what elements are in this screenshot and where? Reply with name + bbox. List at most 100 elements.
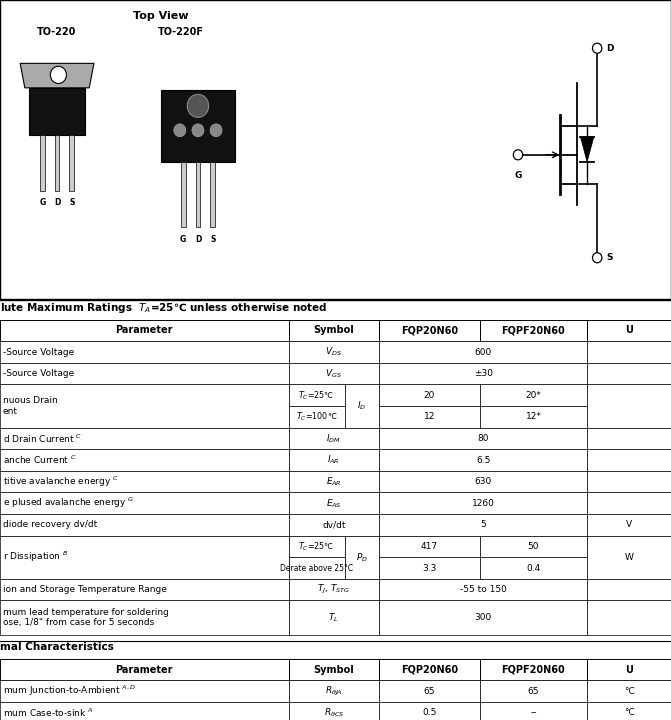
Text: e plused avalanche energy $^G$: e plused avalanche energy $^G$ <box>3 496 134 510</box>
Bar <box>289 557 345 579</box>
Text: G: G <box>515 171 521 179</box>
Text: 50: 50 <box>527 542 539 551</box>
Text: FQP20N60: FQP20N60 <box>401 665 458 675</box>
Text: mum lead temperature for soldering
ose, 1/8" from case for 5 seconds: mum lead temperature for soldering ose, … <box>3 608 168 627</box>
Bar <box>379 702 480 720</box>
Text: $T_J$, $T_{STG}$: $T_J$, $T_{STG}$ <box>317 583 350 596</box>
Bar <box>587 384 671 428</box>
Bar <box>289 363 379 384</box>
Bar <box>0 579 289 600</box>
Bar <box>587 514 671 536</box>
Bar <box>161 90 235 162</box>
Text: TO-220F: TO-220F <box>158 27 204 37</box>
Text: V: V <box>626 521 632 529</box>
Text: 65: 65 <box>527 687 539 696</box>
Text: diode recovery dv/dt: diode recovery dv/dt <box>3 521 97 529</box>
Bar <box>0 514 289 536</box>
Circle shape <box>50 66 66 84</box>
Text: $V_{GS}$: $V_{GS}$ <box>325 367 342 380</box>
Bar <box>587 536 671 579</box>
Bar <box>0 492 289 514</box>
Text: -Source Voltage: -Source Voltage <box>3 348 74 356</box>
Text: S: S <box>606 253 613 262</box>
Bar <box>379 680 480 702</box>
Bar <box>480 659 587 680</box>
Bar <box>289 680 379 702</box>
Bar <box>289 492 379 514</box>
Text: $I_{AR}$: $I_{AR}$ <box>327 454 340 467</box>
Bar <box>587 341 671 363</box>
Bar <box>379 449 587 471</box>
Text: D: D <box>54 198 60 207</box>
Circle shape <box>592 43 602 53</box>
Bar <box>289 659 379 680</box>
Text: $I_D$: $I_D$ <box>357 400 366 413</box>
Bar <box>0 320 289 341</box>
Bar <box>0 449 289 471</box>
Circle shape <box>592 253 602 263</box>
Text: D: D <box>606 44 613 53</box>
Bar <box>480 536 587 557</box>
Text: titive avalanche energy $^C$: titive avalanche energy $^C$ <box>3 474 119 489</box>
Text: D: D <box>195 235 201 245</box>
Text: S: S <box>210 235 215 245</box>
Text: Symbol: Symbol <box>313 325 354 336</box>
Bar <box>379 600 587 635</box>
Bar <box>379 557 480 579</box>
Bar <box>29 88 85 135</box>
Text: S: S <box>69 198 74 207</box>
Text: ion and Storage Temperature Range: ion and Storage Temperature Range <box>3 585 166 594</box>
Bar <box>587 680 671 702</box>
Text: Parameter: Parameter <box>115 325 173 336</box>
Bar <box>587 320 671 341</box>
Bar <box>587 600 671 635</box>
Circle shape <box>513 150 523 160</box>
Bar <box>40 135 44 191</box>
Polygon shape <box>20 63 94 88</box>
Text: $R_{\theta CS}$: $R_{\theta CS}$ <box>323 706 344 719</box>
Text: Symbol: Symbol <box>313 665 354 675</box>
Bar <box>379 363 587 384</box>
Bar <box>211 162 215 227</box>
Bar <box>0 536 289 579</box>
Bar <box>379 341 587 363</box>
Polygon shape <box>580 137 594 162</box>
Text: mum Junction-to-Ambient $^{A,D}$: mum Junction-to-Ambient $^{A,D}$ <box>3 684 136 698</box>
Text: U: U <box>625 665 633 675</box>
Text: 3.3: 3.3 <box>422 564 437 572</box>
Bar <box>587 363 671 384</box>
Circle shape <box>192 124 204 137</box>
Text: °C: °C <box>623 687 635 696</box>
Bar <box>480 680 587 702</box>
Bar <box>587 471 671 492</box>
Bar <box>587 659 671 680</box>
Text: $T_C$=25℃: $T_C$=25℃ <box>299 389 335 402</box>
Bar <box>587 492 671 514</box>
Bar <box>289 579 379 600</box>
Text: FQPF20N60: FQPF20N60 <box>501 665 566 675</box>
Text: $T_C$=25℃: $T_C$=25℃ <box>299 540 335 553</box>
Bar <box>289 471 379 492</box>
Bar <box>289 600 379 635</box>
Bar <box>0 702 289 720</box>
Bar <box>289 428 379 449</box>
Bar <box>587 428 671 449</box>
Bar <box>379 492 587 514</box>
Text: 80: 80 <box>477 434 489 443</box>
Bar <box>345 536 379 579</box>
Text: 12: 12 <box>424 413 435 421</box>
Bar <box>379 320 480 341</box>
Bar <box>0 363 289 384</box>
Text: Top View: Top View <box>134 11 189 21</box>
Text: 12*: 12* <box>525 413 541 421</box>
Bar <box>379 406 480 428</box>
Bar <box>345 384 379 428</box>
Bar <box>480 320 587 341</box>
Bar <box>289 320 379 341</box>
Bar <box>0 0 671 299</box>
Text: mal Characteristics: mal Characteristics <box>0 642 114 652</box>
Text: W: W <box>625 553 633 562</box>
Text: anche Current $^C$: anche Current $^C$ <box>3 454 76 467</box>
Text: -55 to 150: -55 to 150 <box>460 585 507 594</box>
Text: TO-220: TO-220 <box>37 27 76 37</box>
